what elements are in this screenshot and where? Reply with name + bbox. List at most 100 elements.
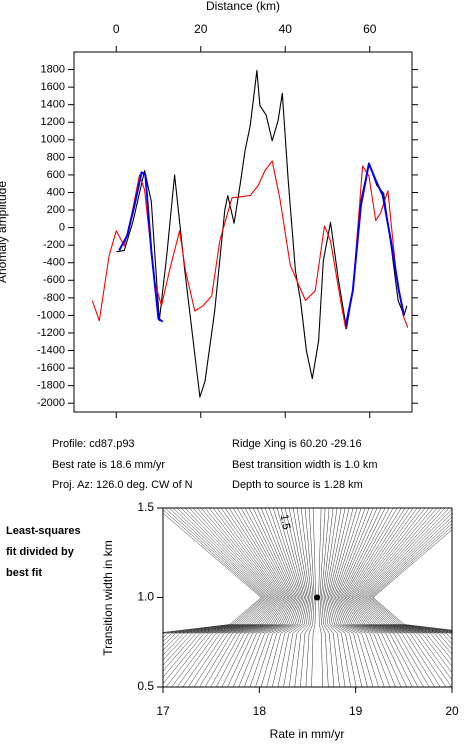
- data-line: [116, 69, 408, 398]
- contour-line: [193, 508, 287, 687]
- y-tick-label: 1600: [41, 81, 65, 93]
- contour-line: [353, 508, 452, 674]
- x-axis-title: Distance (km): [206, 0, 280, 13]
- contour-line: [371, 526, 452, 631]
- contour-line: [346, 508, 435, 687]
- contour-line: [372, 529, 452, 631]
- contour-line: [367, 516, 452, 633]
- x-tick-label: 40: [279, 22, 293, 36]
- contour-line: [333, 508, 385, 687]
- contour-line: [163, 508, 279, 685]
- contour-line: [344, 508, 430, 687]
- contour-line: [182, 508, 284, 687]
- contour-line: [351, 508, 452, 681]
- contour-line: [360, 508, 452, 645]
- contour-line: [227, 508, 295, 687]
- contour-line: [294, 508, 312, 687]
- contour-line: [288, 508, 311, 687]
- note-text: fit divided by: [6, 546, 75, 558]
- contour-line: [272, 508, 307, 687]
- contour-line: [332, 508, 379, 687]
- contour-line: [326, 508, 357, 687]
- contour-line: [350, 508, 452, 687]
- contour-line: [176, 508, 283, 687]
- y-tick-label: -2000: [37, 397, 65, 409]
- contour-line: [188, 508, 286, 687]
- contour-line: [337, 508, 402, 687]
- y-tick-label: 0: [59, 222, 65, 234]
- best-point: [314, 594, 321, 601]
- contour-line: [216, 508, 293, 687]
- y-tick-label: -400: [43, 257, 65, 269]
- x-tick-label: 20: [445, 704, 459, 718]
- contour-line: [330, 508, 374, 687]
- x-axis-title: Rate in mm/yr: [270, 727, 345, 741]
- contour-line: [163, 508, 270, 651]
- contour-line: [348, 508, 447, 687]
- contour-line: [357, 508, 452, 655]
- contour-line: [163, 512, 262, 633]
- contour-line: [343, 508, 424, 687]
- info-text: Ridge Xing is 60.20 -29.16: [232, 438, 362, 450]
- y-tick-label: -600: [43, 274, 65, 286]
- contour-line: [199, 508, 288, 687]
- y-tick-label: 600: [47, 169, 65, 181]
- contour-line: [277, 508, 308, 687]
- y-tick-label: -1400: [37, 344, 65, 356]
- y-axis-title: Transition width in km: [101, 540, 115, 656]
- x-tick-label: 19: [349, 704, 363, 718]
- contour-line: [165, 508, 280, 687]
- y-tick-label: -1800: [37, 380, 65, 392]
- y-tick-label: 200: [47, 204, 65, 216]
- y-tick-label: -800: [43, 292, 65, 304]
- contour-line: [329, 508, 368, 687]
- contour-line: [339, 508, 407, 687]
- contour-line: [163, 508, 268, 642]
- contour-line: [362, 508, 452, 636]
- contour-line: [368, 519, 452, 632]
- x-tick-label: 60: [363, 22, 377, 36]
- contour-line: [260, 508, 304, 687]
- y-tick-label: -1200: [37, 327, 65, 339]
- info-text: Proj. Az: 126.0 deg. CW of N: [52, 479, 193, 491]
- contour-line: [354, 508, 452, 667]
- contour-line: [204, 508, 290, 687]
- y-tick-label: 1.0: [137, 590, 154, 604]
- contour-line: [365, 512, 452, 633]
- contour-line: [325, 508, 351, 687]
- y-axis-title: Anomaly amplitude: [0, 181, 9, 283]
- contour-line: [163, 508, 272, 656]
- y-tick-label: 1000: [41, 134, 65, 146]
- y-tick-label: 1400: [41, 99, 65, 111]
- contour-line: [163, 509, 263, 634]
- note-text: best fit: [6, 567, 42, 579]
- contour-line: [361, 508, 452, 640]
- y-tick-label: 1.5: [137, 500, 154, 514]
- y-tick-label: 1800: [41, 63, 65, 75]
- plot-frame: [73, 51, 413, 413]
- contour-line: [283, 508, 309, 687]
- contour-line: [221, 508, 294, 687]
- y-tick-label: -200: [43, 239, 65, 251]
- contour-line: [364, 508, 452, 634]
- contour-line: [321, 508, 335, 687]
- contour-line: [163, 508, 269, 647]
- contour-line: [340, 508, 413, 687]
- contour-line: [238, 508, 298, 687]
- y-tick-label: 1200: [41, 116, 65, 128]
- contour-line: [171, 508, 282, 687]
- contour-line: [249, 508, 301, 687]
- y-tick-label: -1000: [37, 309, 65, 321]
- x-tick-label: 17: [156, 704, 170, 718]
- info-text: Profile: cd87.p93: [52, 438, 135, 450]
- y-tick-label: -1600: [37, 362, 65, 374]
- contour-line: [163, 508, 273, 661]
- x-tick-label: 0: [113, 22, 120, 36]
- info-text: Depth to source is 1.28 km: [232, 479, 363, 491]
- contour-label: 1.5: [278, 513, 292, 530]
- contour-line: [342, 508, 419, 687]
- contour-line: [335, 508, 391, 687]
- note-text: Least-squares: [6, 525, 81, 537]
- contour-line: [266, 508, 305, 687]
